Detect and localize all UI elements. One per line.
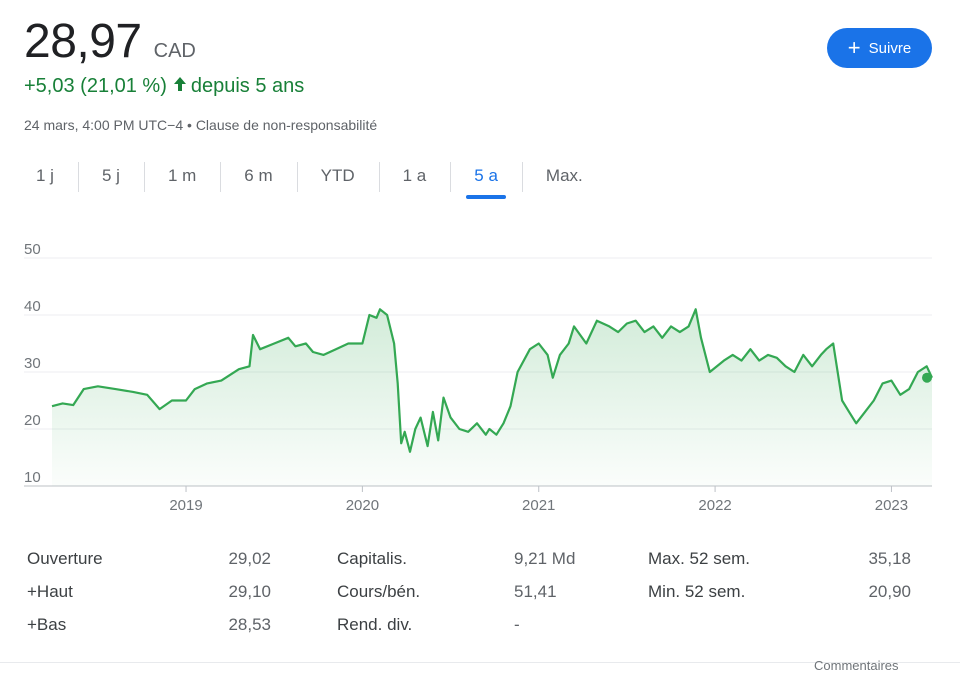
stat-value-high: 29,10: [228, 582, 271, 602]
stat-value-52w-high: 35,18: [868, 549, 911, 569]
y-tick-label: 40: [24, 298, 41, 315]
stat-value-pe-ratio: 51,41: [514, 582, 557, 602]
stat-value-open: 29,02: [228, 549, 271, 569]
plus-icon: +: [848, 37, 861, 59]
tab-5y[interactable]: 5 a: [450, 160, 522, 196]
tab-max[interactable]: Max.: [522, 160, 607, 196]
price-chart[interactable]: 10 20 30 40 50 2019 2020 2021 2022 2023: [0, 240, 960, 530]
stats-row: +Bas 28,53 Rend. div. -: [27, 611, 917, 644]
y-tick-label: 10: [24, 469, 41, 486]
timestamp: 24 mars, 4:00 PM UTC−4: [24, 117, 183, 133]
tab-1d[interactable]: 1 j: [12, 160, 78, 196]
price-header: 28,97 CAD: [24, 14, 196, 69]
y-tick-label: 50: [24, 241, 41, 258]
tab-1m[interactable]: 1 m: [144, 160, 220, 196]
arrow-up-icon: [173, 76, 187, 97]
stats-table: Ouverture 29,02 Capitalis. 9,21 Md Max. …: [27, 545, 917, 644]
change-value: +5,03 (21,01 %): [24, 75, 167, 98]
stat-label-market-cap: Capitalis.: [337, 549, 407, 569]
stat-label-pe-ratio: Cours/bén.: [337, 582, 420, 602]
stat-value-low: 28,53: [228, 615, 271, 635]
range-tabs: 1 j 5 j 1 m 6 m YTD 1 a 5 a Max.: [12, 160, 607, 196]
change-period: depuis 5 ans: [191, 75, 304, 98]
stat-value-52w-low: 20,90: [868, 582, 911, 602]
tab-5d[interactable]: 5 j: [78, 160, 144, 196]
separator-dot: •: [187, 117, 192, 133]
stat-label-open: Ouverture: [27, 549, 103, 569]
y-tick-label: 30: [24, 355, 41, 372]
x-tick-label: 2023: [875, 497, 908, 514]
follow-button[interactable]: + Suivre: [827, 28, 932, 68]
series-area: [52, 309, 932, 486]
stat-label-dividend: Rend. div.: [337, 615, 412, 635]
x-tick-label: 2021: [522, 497, 555, 514]
stats-row: Ouverture 29,02 Capitalis. 9,21 Md Max. …: [27, 545, 917, 578]
stats-row: +Haut 29,10 Cours/bén. 51,41 Min. 52 sem…: [27, 578, 917, 611]
tab-ytd[interactable]: YTD: [297, 160, 379, 196]
tab-1y[interactable]: 1 a: [379, 160, 451, 196]
stat-value-market-cap: 9,21 Md: [514, 549, 575, 569]
current-price: 28,97: [24, 14, 142, 69]
timestamp-row: 24 mars, 4:00 PM UTC−4 • Clause de non-r…: [24, 117, 377, 133]
stat-label-52w-high: Max. 52 sem.: [648, 549, 750, 569]
stat-label-52w-low: Min. 52 sem.: [648, 582, 745, 602]
last-price-dot: [922, 373, 932, 383]
x-tick-label: 2022: [698, 497, 731, 514]
price-change: +5,03 (21,01 %) depuis 5 ans: [24, 75, 304, 98]
tab-6m[interactable]: 6 m: [220, 160, 296, 196]
x-tick-label: 2019: [169, 497, 202, 514]
stat-label-high: +Haut: [27, 582, 73, 602]
currency-label: CAD: [154, 40, 196, 63]
x-tick-label: 2020: [346, 497, 379, 514]
disclaimer-link[interactable]: Clause de non-responsabilité: [196, 117, 377, 133]
follow-label: Suivre: [869, 40, 912, 57]
y-tick-label: 20: [24, 412, 41, 429]
stat-value-dividend: -: [514, 615, 520, 635]
stat-label-low: +Bas: [27, 615, 66, 635]
